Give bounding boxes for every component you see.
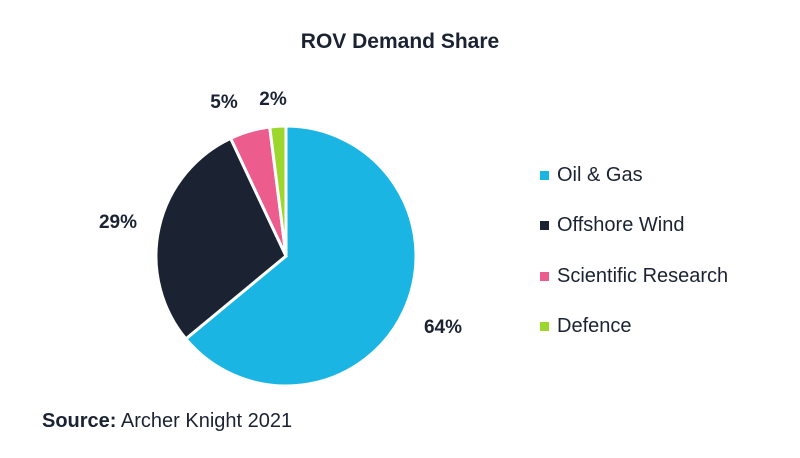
source-label: Source: (42, 410, 117, 432)
source-text: Archer Knight 2021 (120, 410, 293, 432)
legend-item-defence: Defence (540, 314, 728, 340)
pie-slice-defence (268, 124, 288, 257)
legend-swatch (540, 170, 549, 180)
legend-label: Scientific Research (557, 264, 729, 287)
legend-item-oil-gas: Oil & Gas (540, 162, 728, 188)
legend-label: Defence (557, 315, 632, 337)
pie-slice-oil-gas (183, 124, 418, 388)
slice-label-scientific-research: 5% (210, 92, 238, 113)
legend-label: Oil & Gas (557, 163, 643, 186)
slice-label-offshore-wind: 29% (99, 212, 137, 233)
slice-label-defence: 2% (259, 89, 287, 110)
legend-swatch (540, 322, 549, 331)
legend-swatch (540, 271, 549, 281)
legend: Oil & Gas Offshore Wind Scientific Researc… (540, 162, 728, 364)
chart-title: ROV Demand Share (300, 30, 500, 53)
slice-label-oil-gas: 64% (424, 317, 462, 338)
legend-swatch (540, 221, 549, 230)
legend-item-offshore-wind: Offshore Wind (540, 213, 728, 239)
legend-label: Offshore Wind (557, 214, 685, 236)
legend-item-scientific-research: Scientific Research (540, 263, 728, 289)
source-note: Source: Archer Knight 2021 (42, 410, 292, 433)
